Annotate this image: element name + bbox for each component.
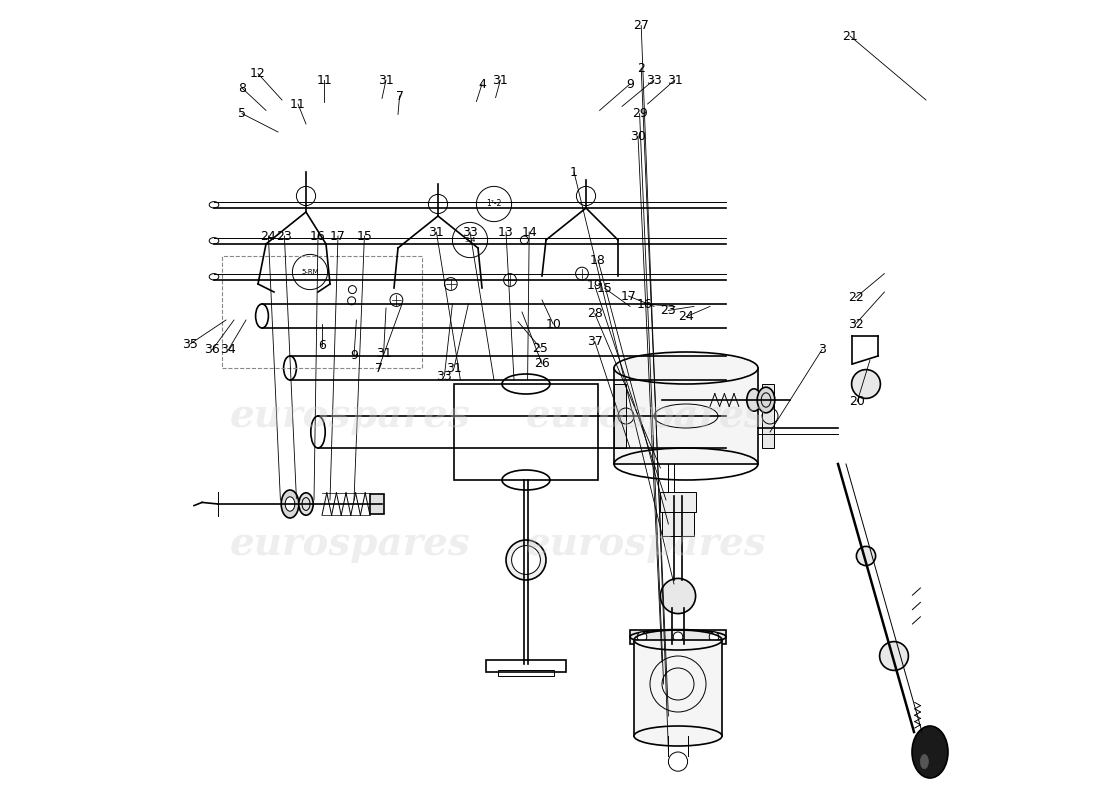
Text: 1: 1 [570, 166, 578, 178]
Text: 5: 5 [238, 107, 246, 120]
Bar [222, 256, 422, 368]
Circle shape [452, 222, 487, 258]
Text: 23: 23 [276, 230, 293, 242]
Text: 32: 32 [848, 318, 864, 330]
Text: 36: 36 [205, 343, 220, 356]
Circle shape [710, 632, 718, 642]
Bar [630, 630, 726, 644]
Text: 26: 26 [535, 358, 550, 370]
Circle shape [506, 540, 546, 580]
Text: 4: 4 [478, 78, 486, 90]
Text: 17: 17 [620, 290, 636, 302]
Text: 20: 20 [849, 395, 865, 408]
Text: 9: 9 [626, 78, 634, 90]
Text: 21: 21 [843, 30, 858, 42]
Text: 14: 14 [521, 226, 537, 238]
Text: 23: 23 [660, 304, 676, 317]
Text: 16: 16 [637, 298, 652, 310]
Ellipse shape [282, 490, 299, 518]
Text: 30: 30 [630, 130, 646, 142]
Circle shape [673, 632, 683, 642]
Circle shape [293, 254, 328, 290]
Text: 35: 35 [183, 338, 198, 350]
Text: 6: 6 [318, 339, 326, 352]
Text: 31: 31 [429, 226, 444, 238]
Ellipse shape [757, 387, 774, 413]
Bar [454, 384, 598, 480]
Bar [660, 492, 695, 512]
Text: 31: 31 [376, 347, 392, 360]
Text: 28: 28 [587, 307, 603, 320]
Text: eurospares: eurospares [230, 525, 471, 563]
Text: 22: 22 [848, 291, 864, 304]
Text: 25: 25 [532, 342, 548, 354]
Text: 11: 11 [290, 98, 306, 110]
Circle shape [851, 370, 880, 398]
Text: 27: 27 [634, 19, 649, 32]
Bar [762, 384, 774, 448]
Ellipse shape [747, 389, 761, 411]
Text: 9: 9 [350, 350, 358, 362]
Text: 15: 15 [596, 282, 613, 294]
Ellipse shape [614, 352, 758, 384]
Text: 8: 8 [238, 82, 246, 94]
Circle shape [476, 186, 512, 222]
Ellipse shape [299, 493, 314, 515]
Text: 7: 7 [396, 90, 404, 102]
Text: eurospares: eurospares [526, 525, 767, 563]
Text: 7: 7 [375, 362, 383, 374]
Text: 34: 34 [220, 343, 236, 356]
Text: 12: 12 [250, 67, 266, 80]
Text: eurospares: eurospares [230, 397, 471, 435]
Text: 29: 29 [631, 107, 648, 120]
Text: eurospares: eurospares [526, 397, 767, 435]
Bar [498, 670, 554, 676]
Ellipse shape [912, 726, 948, 778]
Text: 2: 2 [637, 62, 645, 74]
Text: 33: 33 [462, 226, 477, 238]
Text: 31: 31 [493, 74, 508, 86]
Text: 31: 31 [447, 362, 462, 374]
Circle shape [880, 642, 909, 670]
Text: 33: 33 [646, 74, 662, 86]
Text: 13: 13 [498, 226, 514, 238]
Circle shape [512, 546, 540, 574]
Circle shape [637, 632, 647, 642]
Bar [370, 494, 384, 514]
Bar [614, 368, 758, 464]
Circle shape [660, 578, 695, 614]
Text: 1²-2: 1²-2 [486, 199, 502, 209]
Circle shape [857, 546, 876, 566]
Text: 31: 31 [378, 74, 394, 86]
Text: 15: 15 [356, 230, 372, 242]
Bar [662, 512, 694, 536]
Ellipse shape [634, 726, 722, 746]
Text: 24: 24 [678, 310, 694, 323]
Text: 33: 33 [437, 370, 452, 382]
Text: 3-4: 3-4 [464, 237, 475, 243]
Bar [634, 640, 722, 736]
Text: 18: 18 [590, 254, 606, 266]
Text: 24: 24 [261, 230, 276, 242]
Text: 10: 10 [546, 318, 561, 330]
Text: 19: 19 [587, 279, 603, 292]
Text: 37: 37 [587, 335, 603, 348]
Text: 11: 11 [317, 74, 332, 86]
Text: 3: 3 [818, 343, 826, 356]
Text: 16: 16 [310, 230, 326, 242]
Text: 31: 31 [667, 74, 683, 86]
Ellipse shape [285, 497, 295, 511]
Text: 17: 17 [330, 230, 345, 242]
Text: 5-RM: 5-RM [301, 269, 319, 275]
Bar [486, 660, 566, 672]
Ellipse shape [921, 754, 928, 769]
Bar [614, 384, 626, 448]
